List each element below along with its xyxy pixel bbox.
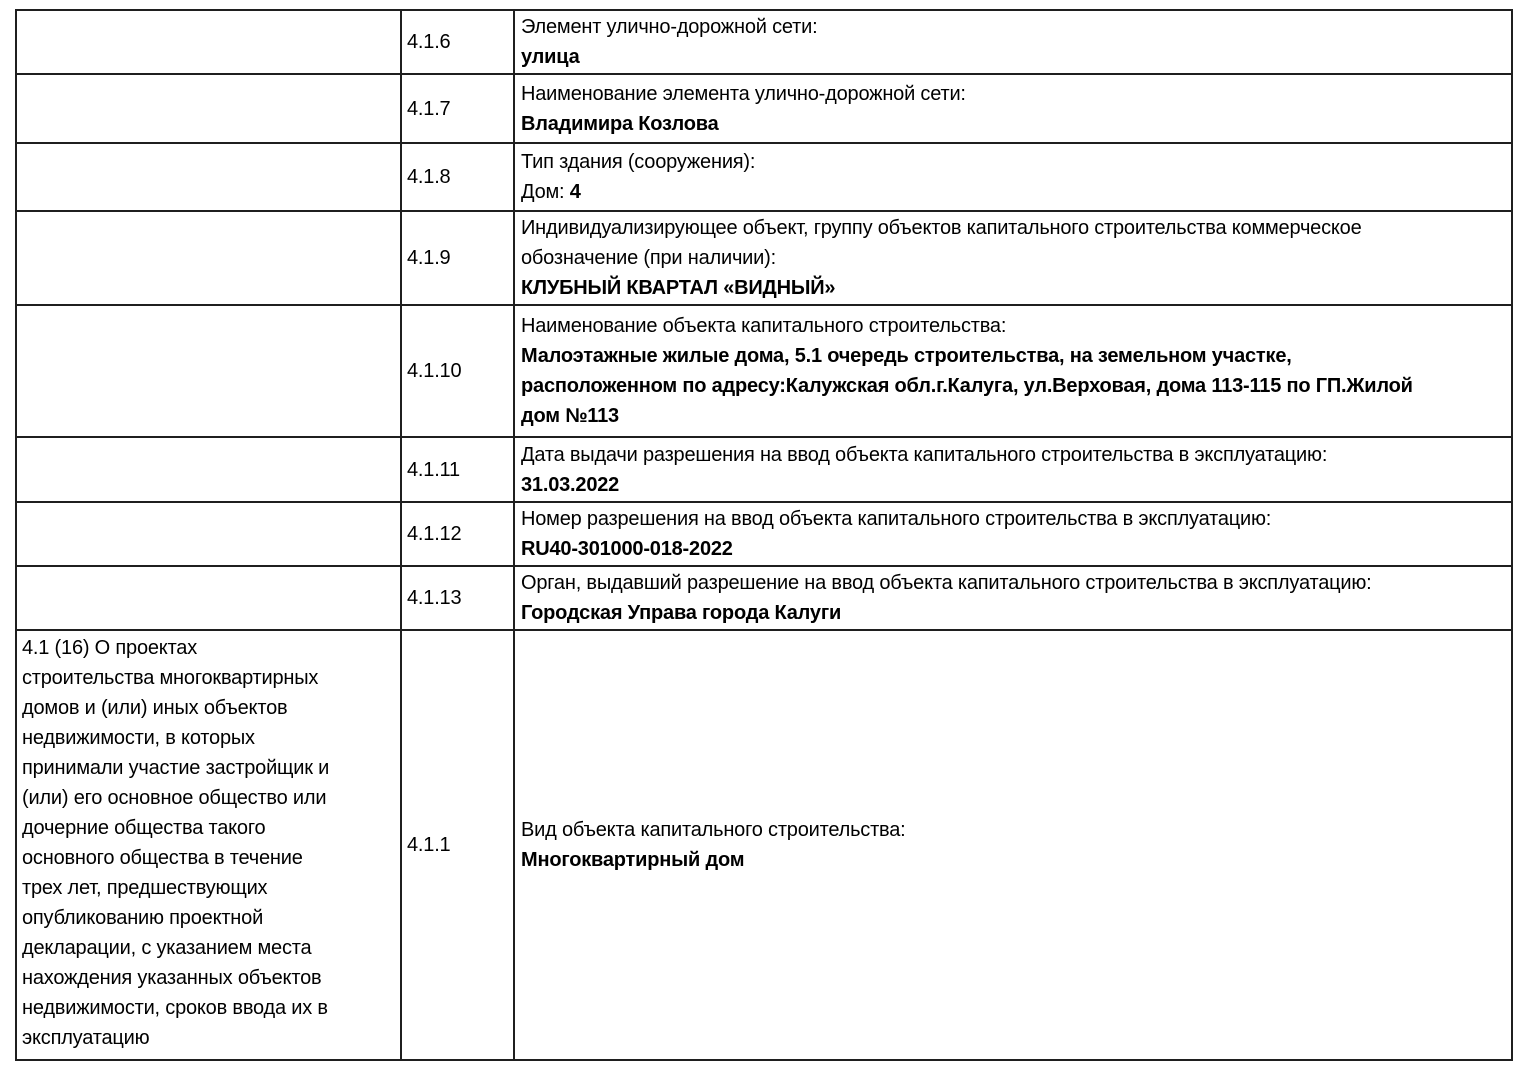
table-row: 4.1.10 Наименование объекта капитального…	[15, 304, 1513, 438]
content-cell: Наименование элемента улично-дорожной се…	[513, 73, 1513, 144]
field-value: улица	[521, 42, 1505, 72]
field-label: Дата выдачи разрешения на ввод объекта к…	[521, 443, 1328, 466]
section-cell	[15, 501, 402, 567]
section-text: 4.1 (16) О проектах строительства многок…	[22, 637, 330, 1049]
field-value: КЛУБНЫЙ КВАРТАЛ «ВИДНЫЙ»	[521, 273, 1505, 303]
field-value-bold: Многоквартирный дом	[521, 849, 745, 871]
field-value-bold: 4	[569, 181, 581, 203]
row-code: 4.1.13	[407, 587, 462, 609]
content-cell: Дата выдачи разрешения на ввод объекта к…	[513, 436, 1513, 503]
row-code: 4.1.7	[407, 97, 451, 120]
field-value: Дом: 4	[521, 177, 1505, 207]
content-cell: Наименование объекта капитального строит…	[513, 304, 1513, 438]
content-cell: Элемент улично-дорожной сети: улица	[513, 9, 1513, 75]
content-cell: Индивидуализирующее объект, группу объек…	[513, 210, 1513, 306]
field-value-bold: Малоэтажные жилые дома, 5.1 очередь стро…	[521, 345, 1413, 427]
field-value-bold: КЛУБНЫЙ КВАРТАЛ «ВИДНЫЙ»	[521, 277, 836, 299]
row-code: 4.1.12	[407, 523, 462, 545]
declaration-table: 4.1.6 Элемент улично-дорожной сети: улиц…	[15, 9, 1513, 1061]
code-cell: 4.1.10	[400, 304, 515, 438]
row-code: 4.1.8	[407, 166, 451, 188]
table-row: 4.1 (16) О проектах строительства многок…	[15, 629, 1513, 1061]
section-cell: 4.1 (16) О проектах строительства многок…	[15, 629, 402, 1061]
content-cell: Номер разрешения на ввод объекта капитал…	[513, 501, 1513, 567]
row-code: 4.1.10	[407, 360, 462, 382]
section-cell	[15, 9, 402, 75]
section-cell	[15, 73, 402, 144]
table-row: 4.1.6 Элемент улично-дорожной сети: улиц…	[15, 9, 1513, 75]
code-cell: 4.1.1	[400, 629, 515, 1061]
table-row: 4.1.11 Дата выдачи разрешения на ввод об…	[15, 436, 1513, 503]
field-value-bold: улица	[521, 46, 580, 68]
content-cell: Орган, выдавший разрешение на ввод объек…	[513, 565, 1513, 631]
code-cell: 4.1.12	[400, 501, 515, 567]
table-row: 4.1.12 Номер разрешения на ввод объекта …	[15, 501, 1513, 567]
field-value-bold: Городская Управа города Калуги	[521, 602, 842, 624]
row-code: 4.1.1	[407, 834, 451, 856]
field-label: Тип здания (сооружения):	[521, 151, 756, 173]
content-cell: Вид объекта капитального строительства: …	[513, 629, 1513, 1061]
field-value: Многоквартирный дом	[521, 845, 1505, 875]
table-row: 4.1.13 Орган, выдавший разрешение на вво…	[15, 565, 1513, 631]
code-cell: 4.1.6	[400, 9, 515, 75]
section-cell	[15, 142, 402, 212]
field-label: Номер разрешения на ввод объекта капитал…	[521, 508, 1272, 530]
field-value-bold: 31.03.2022	[521, 473, 620, 496]
field-value: Владимира Козлова	[521, 109, 1505, 139]
section-cell	[15, 210, 402, 306]
field-label: Вид объекта капитального строительства:	[521, 819, 906, 841]
row-code: 4.1.6	[407, 31, 451, 53]
field-label: Элемент улично-дорожной сети:	[521, 16, 818, 38]
code-cell: 4.1.11	[400, 436, 515, 503]
field-value: Малоэтажные жилые дома, 5.1 очередь стро…	[521, 341, 1505, 431]
field-value-prefix: Дом:	[521, 181, 570, 203]
section-cell	[15, 436, 402, 503]
code-cell: 4.1.7	[400, 73, 515, 144]
code-cell: 4.1.9	[400, 210, 515, 306]
table-row: 4.1.7 Наименование элемента улично-дорож…	[15, 73, 1513, 144]
section-cell	[15, 565, 402, 631]
field-value: 31.03.2022	[521, 470, 1505, 500]
field-value-bold: Владимира Козлова	[521, 112, 719, 135]
row-code: 4.1.9	[407, 247, 451, 269]
field-label: Индивидуализирующее объект, группу объек…	[521, 217, 1362, 269]
content-cell: Тип здания (сооружения): Дом: 4	[513, 142, 1513, 212]
field-value: RU40-301000-018-2022	[521, 534, 1505, 564]
field-value-bold: RU40-301000-018-2022	[521, 538, 733, 560]
code-cell: 4.1.8	[400, 142, 515, 212]
field-label: Орган, выдавший разрешение на ввод объек…	[521, 572, 1372, 594]
field-value: Городская Управа города Калуги	[521, 598, 1505, 628]
section-cell	[15, 304, 402, 438]
field-label: Наименование объекта капитального строит…	[521, 315, 1007, 337]
table-row: 4.1.9 Индивидуализирующее объект, группу…	[15, 210, 1513, 306]
field-label: Наименование элемента улично-дорожной се…	[521, 82, 966, 105]
table-row: 4.1.8 Тип здания (сооружения): Дом: 4	[15, 142, 1513, 212]
code-cell: 4.1.13	[400, 565, 515, 631]
row-code: 4.1.11	[407, 458, 460, 481]
